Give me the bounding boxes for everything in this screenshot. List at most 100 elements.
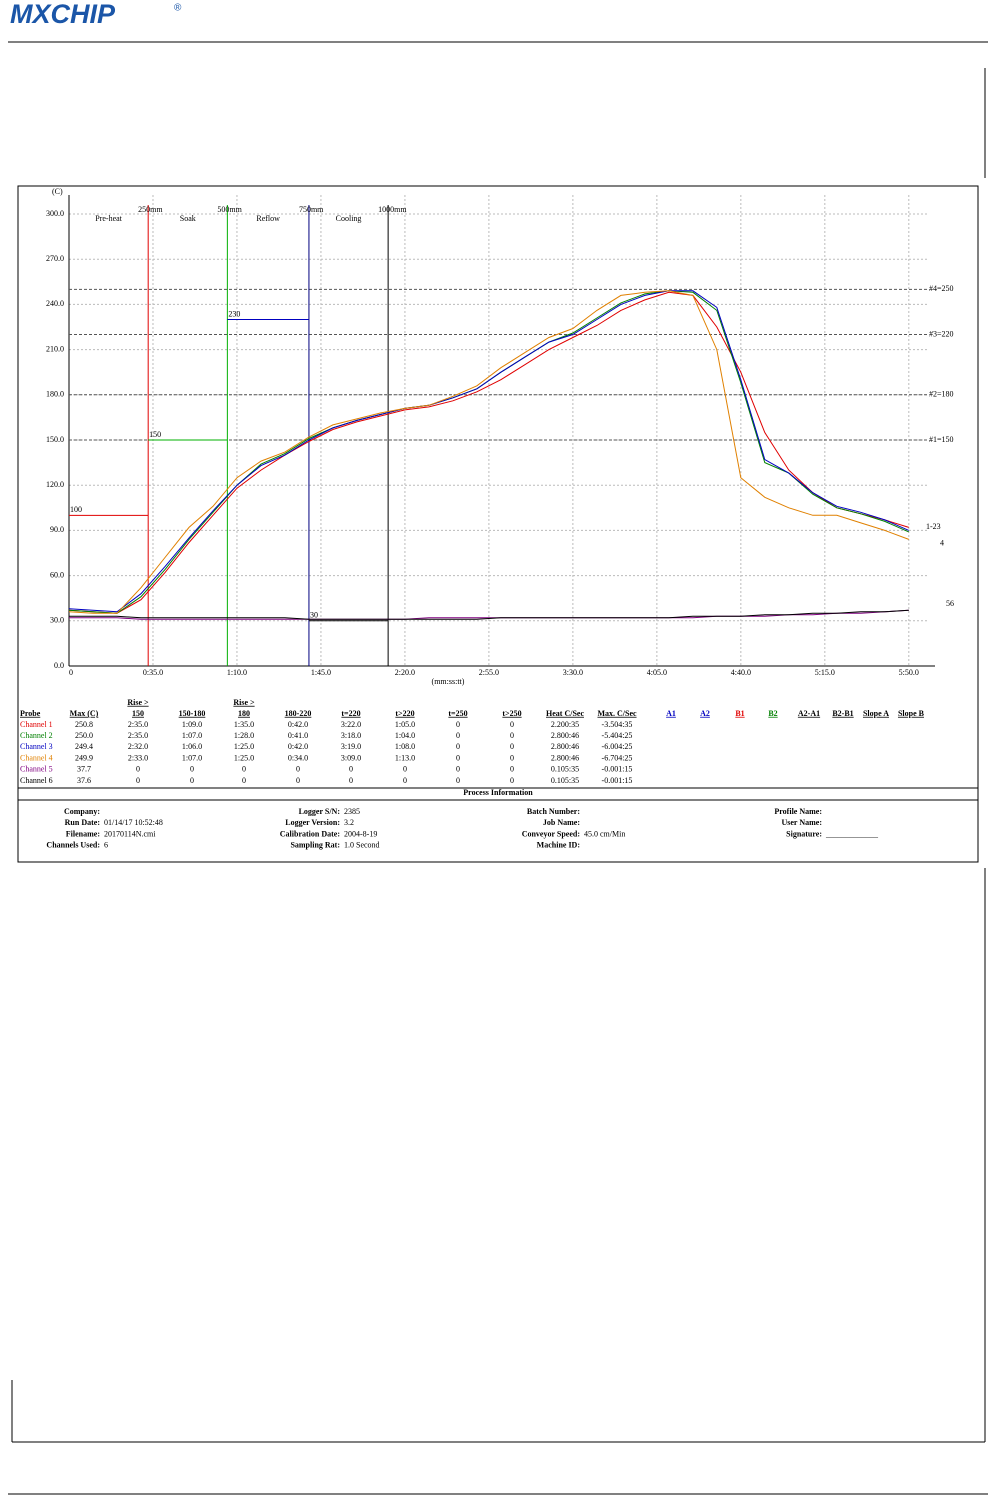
cell: 1:25.0 [234, 742, 254, 751]
cell: 0 [510, 753, 514, 762]
field-value: 2004-8-19 [344, 829, 377, 838]
x-tick-label: 5:15.0 [815, 668, 835, 677]
x-tick-label: 4:05.0 [647, 668, 667, 677]
cell: 1:04.0 [395, 731, 415, 740]
zone-name: Reflow [256, 214, 280, 223]
zone-distance: 250mm [138, 205, 163, 214]
logo: MXCHIP [10, 0, 116, 29]
cell: 249.9 [75, 753, 93, 762]
field-value: _____________ [825, 829, 879, 838]
cell: 0 [136, 765, 140, 774]
y-tick-label: 150.0 [46, 435, 64, 444]
level-label: 150 [149, 430, 161, 439]
cell: 0 [456, 776, 460, 785]
cell: 0 [190, 776, 194, 785]
column-header: A2 [700, 709, 710, 718]
field-label: Machine ID: [537, 841, 580, 850]
field-label: Signature: [786, 829, 822, 838]
cell: 0 [510, 720, 514, 729]
cell: 0:42.0 [288, 742, 308, 751]
cell: 249.4 [75, 742, 93, 751]
cell: 0 [190, 765, 194, 774]
field-value: 6 [104, 841, 108, 850]
cell: 250.8 [75, 720, 93, 729]
group-label: Rise > [127, 698, 149, 707]
cell: Channel 5 [20, 765, 53, 774]
zone-name: Pre-heat [95, 214, 122, 223]
zone-distance: 750mm [299, 205, 324, 214]
y-tick-label: 90.0 [50, 525, 64, 534]
cell: Channel 2 [20, 731, 53, 740]
cell: 1:25.0 [234, 753, 254, 762]
cell: 2:35.0 [128, 731, 148, 740]
field-value: 20170114N.cmi [104, 829, 156, 838]
cell: 0 [456, 742, 460, 751]
column-header: t=220 [341, 709, 360, 718]
series-line [69, 609, 909, 620]
cell: 0 [296, 776, 300, 785]
y-tick-label: 210.0 [46, 344, 64, 353]
end-label: 1-23 [926, 522, 941, 531]
cell: 3:19.0 [341, 742, 361, 751]
cell: 0 [456, 765, 460, 774]
cell: 37.7 [77, 765, 91, 774]
column-header: Heat C/Sec [546, 709, 584, 718]
cell: 0 [510, 765, 514, 774]
x-tick-label: 1:45.0 [311, 668, 331, 677]
y-tick-label: 120.0 [46, 480, 64, 489]
cell: 2:35.0 [128, 720, 148, 729]
zone-distance: 500mm [217, 205, 242, 214]
field-label: Conveyor Speed: [522, 829, 580, 838]
x-tick-label: 4:40.0 [731, 668, 751, 677]
column-header: Max (C) [70, 709, 99, 718]
cell: -5.404:25 [602, 731, 633, 740]
process-title: Process Information [463, 788, 533, 797]
cell: 0 [510, 776, 514, 785]
cell: 1:09.0 [182, 720, 202, 729]
cell: 3:09.0 [341, 753, 361, 762]
cell: 0.105:35 [551, 776, 579, 785]
cell: -6.004:25 [602, 742, 633, 751]
threshold-label: #1=150 [929, 435, 954, 444]
cell: 1:05.0 [395, 720, 415, 729]
cell: 250.0 [75, 731, 93, 740]
field-label: Company: [64, 807, 100, 816]
registered-mark: ® [174, 3, 182, 14]
y-tick-label: 180.0 [46, 390, 64, 399]
y-tick-label: 300.0 [46, 209, 64, 218]
x-tick-label: 3:30.0 [563, 668, 583, 677]
cell: 1:13.0 [395, 753, 415, 762]
y-tick-label: 240.0 [46, 299, 64, 308]
x-tick-label: 1:10.0 [227, 668, 247, 677]
y-tick-label: 30.0 [50, 616, 64, 625]
field-value: 01/14/17 10:52:48 [104, 818, 163, 827]
cell: 0 [510, 742, 514, 751]
cell: Channel 3 [20, 742, 53, 751]
threshold-label: #3=220 [929, 329, 954, 338]
cell: 2.200:35 [551, 720, 579, 729]
group-label: Rise > [233, 698, 255, 707]
cell: 0:34.0 [288, 753, 308, 762]
cell: 0 [403, 765, 407, 774]
cell: 0 [456, 731, 460, 740]
cell: 1:28.0 [234, 731, 254, 740]
cell: 2.800:46 [551, 731, 579, 740]
field-value: 2385 [344, 807, 360, 816]
cell: Channel 6 [20, 776, 53, 785]
threshold-label: #4=250 [929, 284, 954, 293]
cell: 3:22.0 [341, 720, 361, 729]
series-line [68, 290, 910, 613]
threshold-label: #2=180 [929, 390, 954, 399]
column-header: A1 [666, 709, 676, 718]
field-label: Run Date: [65, 818, 100, 827]
field-value: 1.0 Second [344, 841, 380, 850]
zone-name: Soak [180, 214, 196, 223]
column-header: t>220 [395, 709, 414, 718]
x-axis-label: (mm:ss:tt) [432, 677, 465, 686]
cell: -6.704:25 [602, 753, 633, 762]
field-label: Sampling Rat: [290, 841, 340, 850]
field-label: Batch Number: [527, 807, 580, 816]
cell: 0 [456, 753, 460, 762]
zone-distance: 1000mm [378, 205, 407, 214]
cell: 0 [242, 776, 246, 785]
